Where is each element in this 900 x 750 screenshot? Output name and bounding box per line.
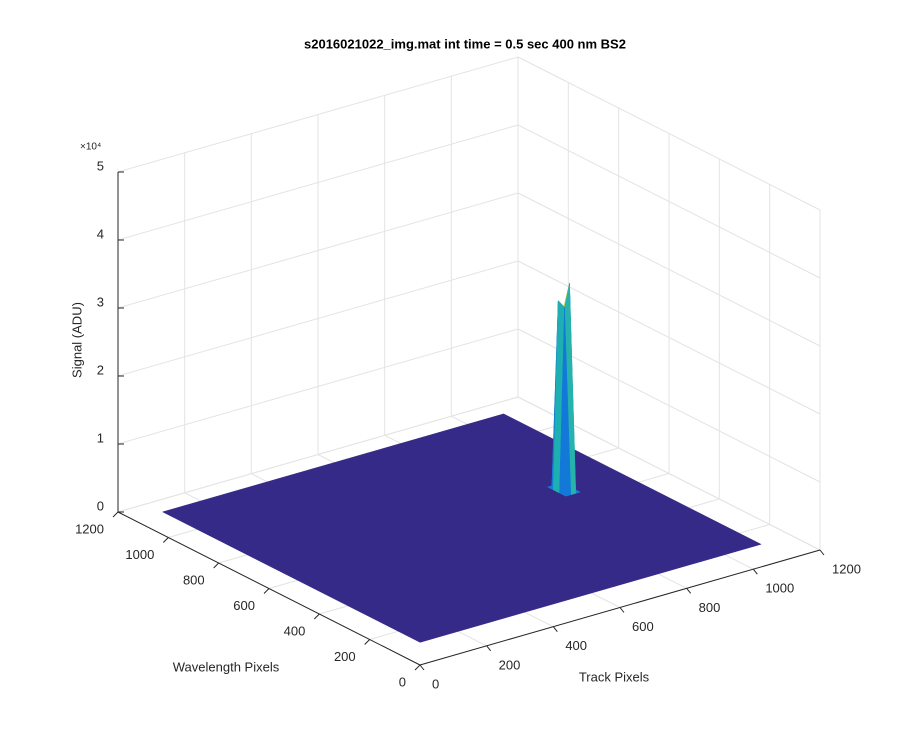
grid-line: [517, 192, 821, 347]
x-tick: [619, 607, 625, 613]
grid-line: [117, 328, 519, 445]
grid-line: [517, 124, 821, 279]
surface-layer: [161, 283, 762, 643]
y-tick-label: 1200: [75, 521, 104, 536]
grid-line: [117, 396, 519, 513]
x-tick-label: 800: [699, 600, 721, 615]
x-axis-label: Track Pixels: [579, 669, 650, 684]
x-tick: [752, 568, 758, 575]
y-tick: [213, 562, 220, 569]
x-tick: [486, 645, 492, 652]
x-tick: [552, 626, 558, 632]
y-tick-label: 600: [233, 598, 255, 613]
x-tick-label: 0: [432, 676, 439, 691]
grid-line: [117, 260, 519, 377]
y-tick: [414, 664, 421, 671]
grid-line: [117, 124, 519, 241]
y-tick-label: 800: [183, 572, 205, 587]
x-tick-label: 400: [565, 638, 587, 653]
y-tick-label: 200: [334, 649, 356, 664]
chart-title: s2016021022_img.mat int time = 0.5 sec 4…: [304, 36, 626, 51]
y-tick: [364, 639, 371, 645]
y-tick: [313, 613, 320, 620]
z-tick-label: 5: [97, 158, 104, 173]
x-tick: [819, 549, 825, 556]
y-tick: [162, 537, 169, 543]
grid-line: [117, 56, 519, 173]
z-tick-label: 4: [97, 226, 104, 241]
x-tick-label: 1200: [832, 561, 861, 576]
z-tick-label: 2: [97, 362, 104, 377]
x-tick-label: 1000: [765, 581, 794, 596]
x-tick: [419, 664, 425, 671]
surface-cell: [288, 496, 698, 643]
x-tick-label: 200: [499, 657, 521, 672]
y-tick-label: 0: [399, 674, 406, 689]
y-tick: [112, 511, 119, 518]
grid-line: [517, 56, 821, 211]
z-tick-label: 0: [97, 498, 104, 513]
grid-line: [117, 192, 519, 309]
y-tick-label: 1000: [125, 547, 154, 562]
y-axis-label: Wavelength Pixels: [173, 659, 280, 674]
z-exponent: ×10⁴: [80, 142, 101, 153]
z-axis-label: Signal (ADU): [69, 302, 84, 378]
y-tick-label: 400: [284, 623, 306, 638]
y-tick: [263, 588, 270, 594]
grid-line: [517, 260, 821, 415]
x-tick-label: 600: [632, 619, 654, 634]
axis-layer: 0200400600800100012000200400600800100012…: [75, 158, 861, 691]
x-tick: [686, 588, 692, 594]
z-tick-label: 3: [97, 294, 104, 309]
z-tick-label: 1: [97, 430, 104, 445]
